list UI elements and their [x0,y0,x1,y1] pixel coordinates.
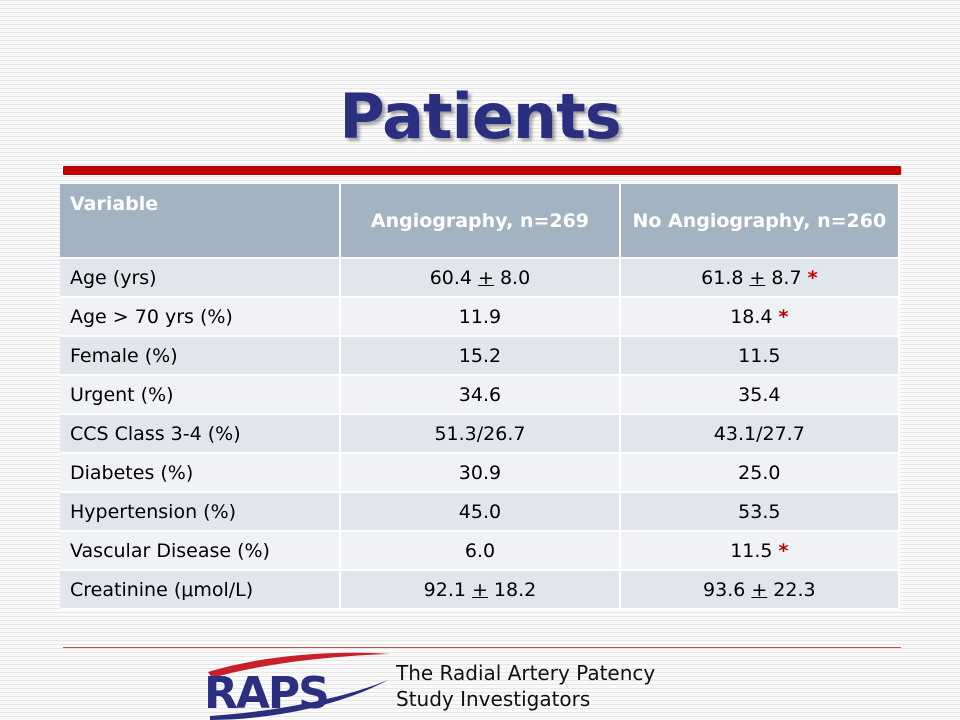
cell-no-angiography: 11.5 [619,336,901,376]
table-row: CCS Class 3-4 (%) 51.3/26.7 43.1/27.7 [60,414,901,454]
cell-variable: Urgent (%) [60,375,342,415]
footer-line-1: The Radial Artery Patency [396,661,656,685]
cell-variable: Vascular Disease (%) [60,531,342,571]
value-mean: 60.4 [429,266,473,289]
cell-variable: Diabetes (%) [60,453,342,493]
cell-angiography: 11.9 [340,297,621,337]
cell-variable: Age (yrs) [60,258,342,298]
logo-swoosh-red [208,652,390,678]
plus-minus-sign: + [478,266,494,289]
value-mean: 92.1 [423,578,466,601]
table-header-row: Variable Angiography, n=269 No Angiograp… [60,184,901,259]
value-sd: 18.2 [493,578,537,601]
cell-angiography: 30.9 [340,453,621,493]
cell-no-angiography: 53.5 [619,492,901,532]
cell-angiography: 15.2 [340,336,621,376]
table-row: Diabetes (%) 30.9 25.0 [60,453,901,493]
value-sd: 8.7 [771,266,802,289]
table-row: Female (%) 15.2 11.5 [60,336,901,376]
plus-minus-sign: + [751,578,768,601]
cell-no-angiography: 18.4 * [619,297,901,337]
significance-star: * [807,266,818,289]
table-row: Vascular Disease (%) 6.0 11.5 * [60,531,901,571]
cell-no-angiography: 93.6 +22.3 [619,570,901,610]
footer-line-2: Study Investigators [396,687,591,711]
raps-logo: RAPS [204,652,390,720]
table-row: Age > 70 yrs (%) 11.9 18.4 * [60,297,901,337]
cell-variable: CCS Class 3-4 (%) [60,414,342,454]
value-mean: 93.6 [703,578,746,601]
cell-no-angiography: 43.1/27.7 [619,414,901,454]
cell-no-angiography: 61.8 +8.7 * [619,258,901,298]
table-row: Creatinine (μmol/L) 92.1 +18.2 93.6 +22.3 [60,570,901,610]
cell-variable: Age > 70 yrs (%) [60,297,342,337]
cell-angiography: 45.0 [340,492,621,532]
cell-variable: Female (%) [60,336,342,376]
cell-value: 18.4 [730,305,773,328]
slide-title: Patients [339,80,621,153]
significance-star: * [778,305,789,328]
footer-divider [63,647,901,648]
plus-minus-sign: + [471,578,488,601]
cell-no-angiography: 11.5 * [619,531,901,571]
cell-no-angiography: 25.0 [619,453,901,493]
cell-angiography: 6.0 [340,531,621,571]
cell-angiography: 92.1 +18.2 [340,570,621,610]
header-angiography: Angiography, n=269 [340,184,621,259]
significance-star: * [778,539,789,562]
cell-angiography: 51.3/26.7 [340,414,621,454]
cell-angiography: 34.6 [340,375,621,415]
footer-caption: The Radial Artery Patency Study Investig… [396,660,655,712]
table-row: Age (yrs) 60.4 +8.0 61.8 +8.7 * [60,258,901,298]
cell-variable: Hypertension (%) [60,492,342,532]
header-variable: Variable [60,184,342,259]
cell-no-angiography: 35.4 [619,375,901,415]
header-no-angiography: No Angiography, n=260 [619,184,901,259]
plus-minus-sign: + [749,266,766,289]
logo-swoosh-navy [210,680,388,720]
value-sd: 22.3 [773,578,816,601]
cell-variable: Creatinine (μmol/L) [60,570,342,610]
table-row: Hypertension (%) 45.0 53.5 [60,492,901,532]
value-sd: 8.0 [499,266,531,289]
patients-table: Variable Angiography, n=269 No Angiograp… [60,184,901,610]
cell-value: 11.5 [730,539,773,562]
logo-wordmark: RAPS [204,668,328,719]
title-underline-bar [63,166,901,175]
table-row: Urgent (%) 34.6 35.4 [60,375,901,415]
cell-angiography: 60.4 +8.0 [340,258,621,298]
value-mean: 61.8 [701,266,744,289]
